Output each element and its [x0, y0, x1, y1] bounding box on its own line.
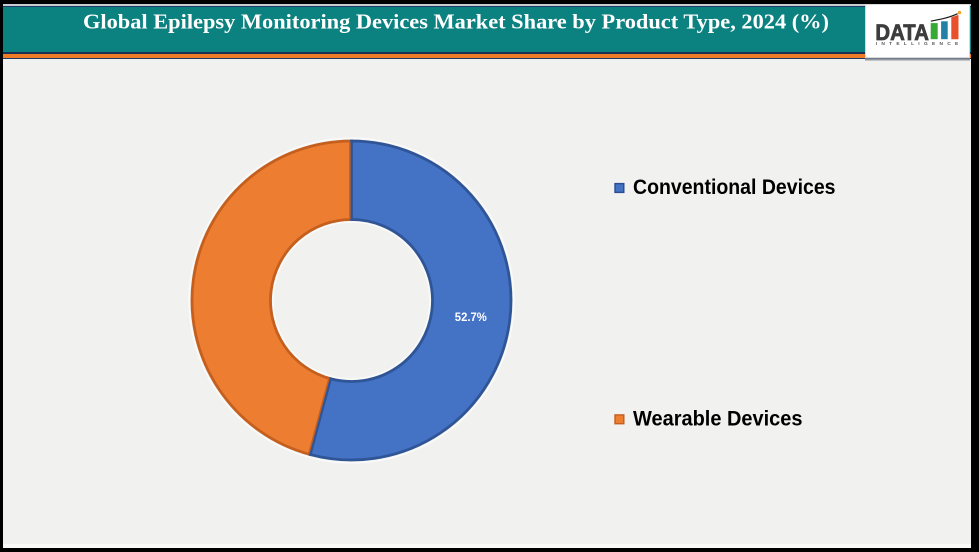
- svg-text:Conventional Devices: Conventional Devices: [633, 176, 836, 199]
- svg-text:INTELLIGENCE: INTELLIGENCE: [876, 41, 959, 47]
- svg-text:DATA: DATA: [876, 20, 930, 45]
- svg-text:Wearable Devices: Wearable Devices: [633, 408, 803, 431]
- svg-text:Global Epilepsy Monitoring Dev: Global Epilepsy Monitoring Devices Marke…: [83, 10, 829, 34]
- svg-text:52.7%: 52.7%: [455, 310, 487, 324]
